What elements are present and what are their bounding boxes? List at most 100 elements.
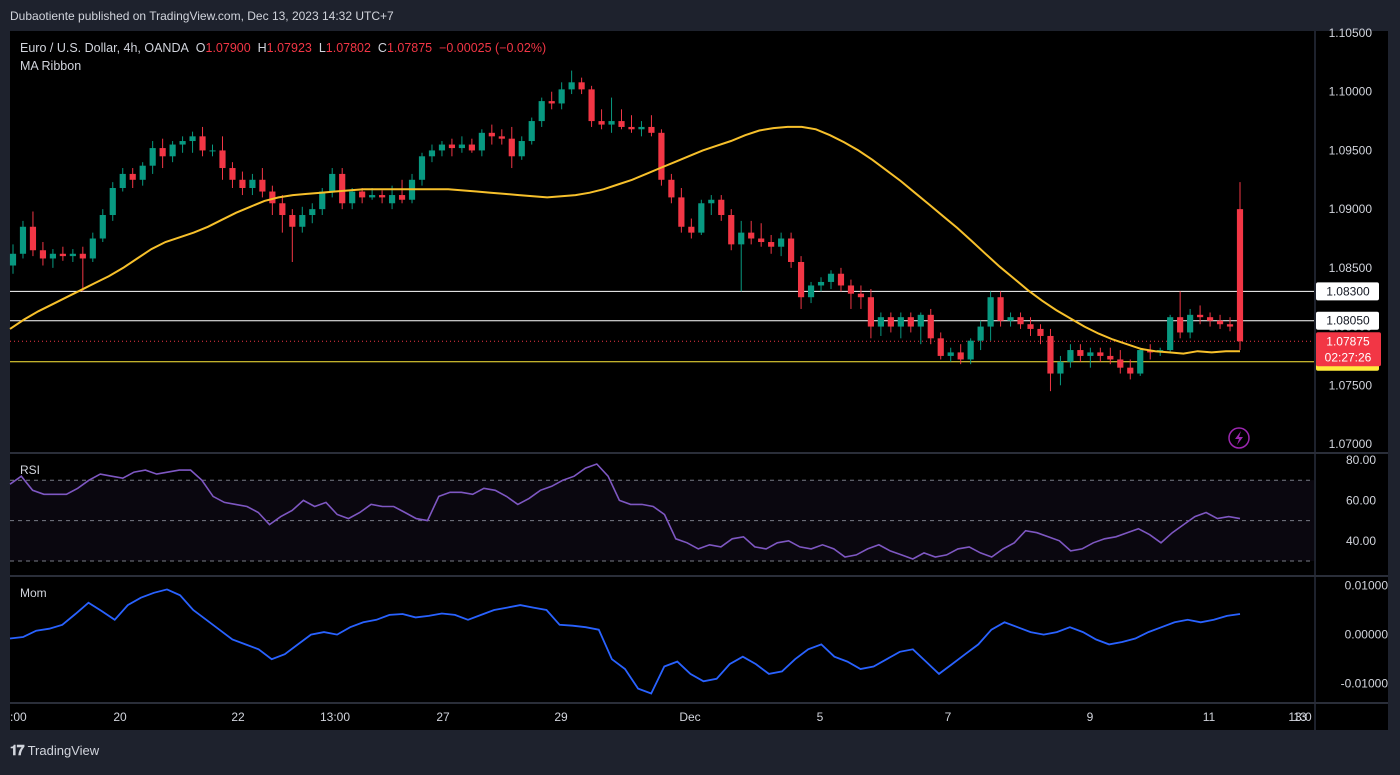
candle-body: [1037, 328, 1044, 336]
candle-body: [668, 179, 675, 198]
brand-name: TradingView: [27, 743, 100, 758]
candle-body: [917, 314, 924, 327]
symbol-title[interactable]: Euro / U.S. Dollar, 4h, OANDA: [20, 41, 189, 55]
candle-body: [279, 203, 286, 216]
change-value: −0.00025 (−0.02%): [439, 41, 547, 55]
candle-body: [558, 89, 565, 104]
candle-body: [1216, 320, 1224, 325]
mom-pane-label[interactable]: Mom: [20, 586, 47, 600]
time-tick-label: 13: [1293, 710, 1307, 724]
candle-body: [1127, 367, 1134, 374]
candle-body: [827, 273, 835, 282]
open-value: 1.07900: [205, 41, 251, 55]
level-price-badge: [1316, 282, 1379, 301]
time-tick-label: 13:0: [1288, 710, 1312, 724]
candle-body: [169, 144, 176, 157]
tradingview-logo-icon: 𝟏𝟕: [10, 742, 25, 758]
candle-body: [249, 179, 256, 189]
level-price-label: 1.08300: [1326, 284, 1370, 298]
bar-countdown-label: 02:27:26: [1325, 350, 1372, 364]
time-tick-label: 20: [113, 710, 127, 724]
time-tick-label: 7: [945, 710, 952, 724]
candle-body: [1087, 352, 1094, 356]
candle-body: [837, 273, 845, 286]
candle-body: [857, 293, 865, 298]
candle-body: [179, 141, 186, 145]
open-label: O: [195, 41, 206, 55]
mom-tick-label: 0.01000: [1345, 578, 1389, 592]
price-tick-label: 1.10500: [1329, 26, 1373, 40]
time-tick-label: 22: [231, 710, 245, 724]
level-price-label: 1.08050: [1326, 314, 1370, 328]
price-axis: [1316, 31, 1388, 730]
candle-body: [1047, 335, 1054, 374]
candle-body: [897, 317, 904, 327]
candle-body: [598, 121, 605, 125]
candle-body: [1107, 355, 1114, 360]
candle-body: [977, 326, 984, 341]
candle-body: [309, 209, 316, 216]
candle-body: [867, 297, 874, 327]
candle-body: [89, 238, 96, 259]
candle-body: [428, 150, 436, 157]
candle-body: [319, 191, 326, 210]
footer-brand[interactable]: 𝟏𝟕 TradingView: [10, 742, 99, 759]
candle-body: [9, 253, 17, 266]
candle-body: [478, 132, 485, 151]
rsi-pane: [10, 454, 1314, 575]
time-tick-label: 5: [817, 710, 824, 724]
candle-body: [708, 199, 715, 204]
candle-body: [289, 215, 296, 227]
candle-body: [39, 250, 47, 259]
candle-body: [379, 195, 386, 198]
candle-body: [349, 191, 356, 204]
low-label: L: [318, 41, 326, 55]
price-tick-label: 1.09500: [1329, 143, 1373, 157]
time-tick-label: 29: [554, 710, 568, 724]
time-tick-label: 11: [1203, 710, 1216, 724]
candle-body: [488, 132, 495, 137]
last-price-badge: [1316, 332, 1381, 367]
rsi-pane-label[interactable]: RSI: [20, 463, 41, 477]
candle-body: [548, 101, 555, 104]
candle-body: [418, 156, 426, 180]
high-label: H: [257, 41, 267, 55]
candle-body: [1206, 317, 1214, 321]
time-tick-label: :00: [10, 710, 27, 724]
rsi-tick-label: 40.00: [1346, 534, 1376, 548]
candle-body: [578, 82, 585, 90]
candle-body: [748, 232, 755, 239]
candle-body: [797, 261, 805, 298]
mom-tick-label: 0.00000: [1345, 628, 1389, 642]
candle-body: [718, 199, 725, 216]
candle-body: [937, 338, 944, 356]
candle-body: [129, 173, 136, 180]
candle-body: [1077, 350, 1084, 356]
indicator-label[interactable]: MA Ribbon: [20, 59, 82, 73]
candle-body: [738, 232, 745, 245]
low-value: 1.07802: [325, 41, 371, 55]
candle-body: [987, 297, 994, 327]
lightning-icon-ring: [1228, 427, 1250, 449]
high-value: 1.07923: [266, 41, 312, 55]
candle-body: [239, 179, 246, 189]
candle-body: [1067, 350, 1074, 362]
candle-body: [1177, 317, 1184, 333]
candle-body: [19, 226, 27, 254]
candle-body: [648, 126, 655, 133]
candle-body: [967, 340, 974, 360]
candle-body: [1057, 361, 1064, 374]
candle-body: [877, 317, 884, 327]
mom-tick-label: -0.01000: [1341, 677, 1389, 691]
candle-body: [1007, 317, 1014, 321]
legend-row: Euro / U.S. Dollar, 4h, OANDA O1.07900 H…: [20, 39, 546, 57]
candle-body: [1167, 317, 1174, 351]
candle-body: [678, 197, 685, 227]
candle-body: [947, 352, 954, 356]
candle-body: [209, 150, 216, 152]
candle-body: [847, 285, 855, 294]
candle-body: [1017, 317, 1024, 325]
rsi-tick-label: 60.00: [1346, 493, 1376, 507]
candle-body: [1117, 359, 1124, 368]
